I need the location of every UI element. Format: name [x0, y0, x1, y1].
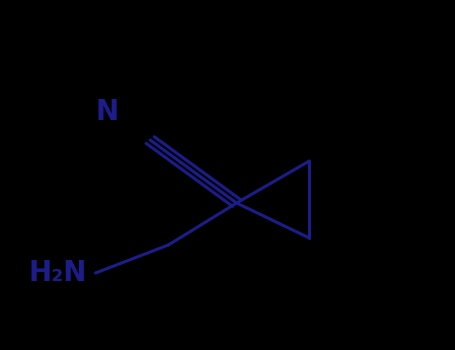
Text: H₂N: H₂N [28, 259, 86, 287]
Text: N: N [95, 98, 118, 126]
